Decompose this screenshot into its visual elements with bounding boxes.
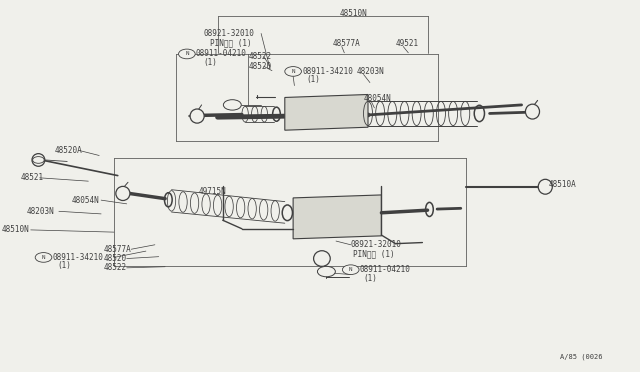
Text: 48520: 48520 (104, 254, 127, 263)
Text: PINビン (1): PINビン (1) (353, 249, 395, 258)
Text: 48510A: 48510A (549, 180, 577, 189)
Text: N: N (185, 51, 189, 57)
Circle shape (285, 67, 301, 76)
Circle shape (342, 265, 359, 275)
Text: N: N (349, 267, 353, 272)
Text: 48054N: 48054N (364, 94, 391, 103)
Text: 48510N: 48510N (339, 9, 367, 17)
Text: PINビン (1): PINビン (1) (210, 38, 252, 47)
Text: 48520A: 48520A (54, 146, 82, 155)
Polygon shape (293, 195, 381, 239)
Text: 08911-34210: 08911-34210 (302, 67, 353, 76)
Text: 48203N: 48203N (357, 67, 385, 76)
Ellipse shape (538, 179, 552, 194)
Ellipse shape (116, 186, 130, 201)
Text: 49715N: 49715N (198, 187, 226, 196)
Text: (1): (1) (58, 262, 72, 270)
Text: 08921-32010: 08921-32010 (351, 240, 401, 249)
Ellipse shape (525, 104, 540, 119)
Text: 48577A: 48577A (333, 39, 360, 48)
Text: 49521: 49521 (396, 39, 419, 48)
Text: 08911-04210: 08911-04210 (360, 265, 410, 274)
Text: 48510N: 48510N (1, 225, 29, 234)
Text: 48054N: 48054N (72, 196, 99, 205)
Text: 48521: 48521 (20, 173, 44, 182)
Text: 48522: 48522 (104, 263, 127, 272)
Circle shape (223, 100, 241, 110)
Circle shape (35, 253, 52, 262)
Text: (1): (1) (306, 76, 320, 84)
Text: 48520: 48520 (248, 62, 271, 71)
Circle shape (179, 49, 195, 59)
Ellipse shape (32, 154, 45, 166)
Text: 08911-04210: 08911-04210 (196, 49, 246, 58)
Circle shape (317, 266, 335, 277)
Text: N: N (42, 255, 45, 260)
Ellipse shape (190, 109, 204, 123)
Text: 48203N: 48203N (27, 207, 54, 216)
Text: 08911-34210: 08911-34210 (52, 253, 103, 262)
Text: N: N (291, 69, 295, 74)
Text: (1): (1) (364, 274, 378, 283)
Text: 08921-32010: 08921-32010 (204, 29, 254, 38)
Text: 48522: 48522 (248, 52, 271, 61)
Polygon shape (285, 94, 368, 130)
Ellipse shape (314, 251, 330, 266)
Text: 48577A: 48577A (104, 245, 131, 254)
Text: (1): (1) (204, 58, 218, 67)
Text: A/85 (0026: A/85 (0026 (560, 354, 602, 360)
